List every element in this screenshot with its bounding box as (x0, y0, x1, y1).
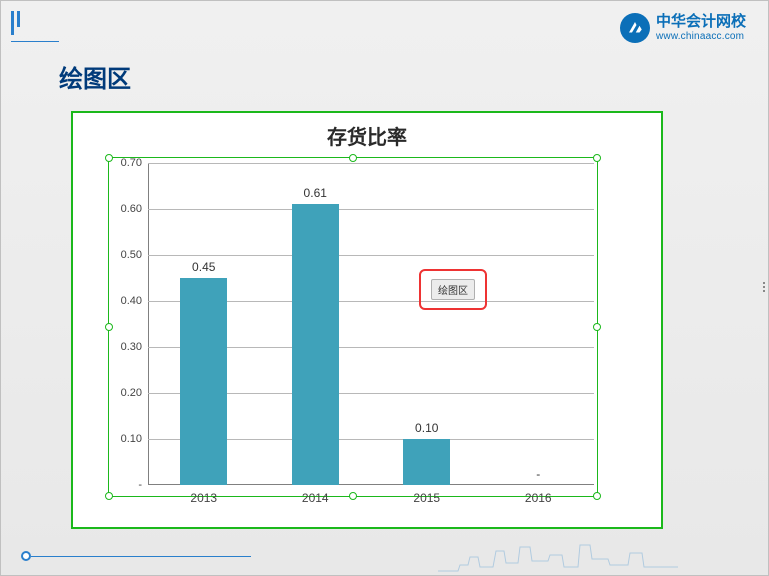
y-tick-label: 0.10 (121, 433, 142, 445)
chart-bar[interactable]: 0.10 (403, 439, 450, 485)
gridline (148, 209, 594, 210)
bar-value-label: 0.10 (415, 421, 438, 435)
footer-line (31, 556, 251, 557)
chart-bar[interactable]: 0.45 (180, 278, 227, 485)
footer-dot-icon (21, 551, 31, 561)
resize-handle-br[interactable] (593, 492, 601, 500)
corner-decoration-line (11, 41, 59, 42)
bar-value-label: - (536, 467, 540, 481)
chart-bar[interactable]: 0.61 (292, 204, 339, 485)
x-tick-label: 2015 (413, 491, 440, 505)
x-tick-label: 2013 (190, 491, 217, 505)
y-axis (148, 163, 149, 485)
gridline (148, 163, 594, 164)
y-tick-label: - (138, 479, 142, 491)
brand-logo: 中华会计网校 www.chinaacc.com (620, 13, 746, 43)
y-tick-label: 0.30 (121, 341, 142, 353)
y-tick-label: 0.50 (121, 249, 142, 261)
y-tick-label: 0.40 (121, 295, 142, 307)
resize-handle-t[interactable] (349, 154, 357, 162)
chart-title: 存货比率 (73, 121, 661, 150)
section-title: 绘图区 (59, 59, 131, 94)
plot-area[interactable]: -0.100.200.300.400.500.600.700.4520130.6… (148, 163, 594, 485)
y-tick-label: 0.20 (121, 387, 142, 399)
x-tick-label: 2016 (525, 491, 552, 505)
tooltip-label: 绘图区 (431, 279, 475, 300)
resize-handle-r[interactable] (593, 323, 601, 331)
brand-logo-icon (620, 13, 650, 43)
y-tick-label: 0.70 (121, 157, 142, 169)
bar-value-label: 0.45 (192, 260, 215, 274)
resize-handle-tr[interactable] (593, 154, 601, 162)
resize-handle-tl[interactable] (105, 154, 113, 162)
tooltip-highlight: 绘图区 (419, 269, 487, 310)
resize-handle-l[interactable] (105, 323, 113, 331)
brand-url: www.chinaacc.com (656, 31, 746, 42)
resize-handle-bl[interactable] (105, 492, 113, 500)
y-tick-label: 0.60 (121, 203, 142, 215)
chart-container[interactable]: 存货比率 - 0.10 0.20 0.30 0.40 0.50 0.60 0.70 0.45 20… (71, 111, 663, 529)
bar-value-label: 0.61 (304, 186, 327, 200)
slide-edge-handle[interactable] (761, 280, 766, 296)
brand-name: 中华会计网校 (656, 14, 746, 31)
corner-decoration (11, 11, 41, 41)
gridline (148, 255, 594, 256)
x-tick-label: 2014 (302, 491, 329, 505)
skyline-decoration (438, 537, 678, 573)
footer-decoration (21, 551, 251, 561)
resize-handle-b[interactable] (349, 492, 357, 500)
